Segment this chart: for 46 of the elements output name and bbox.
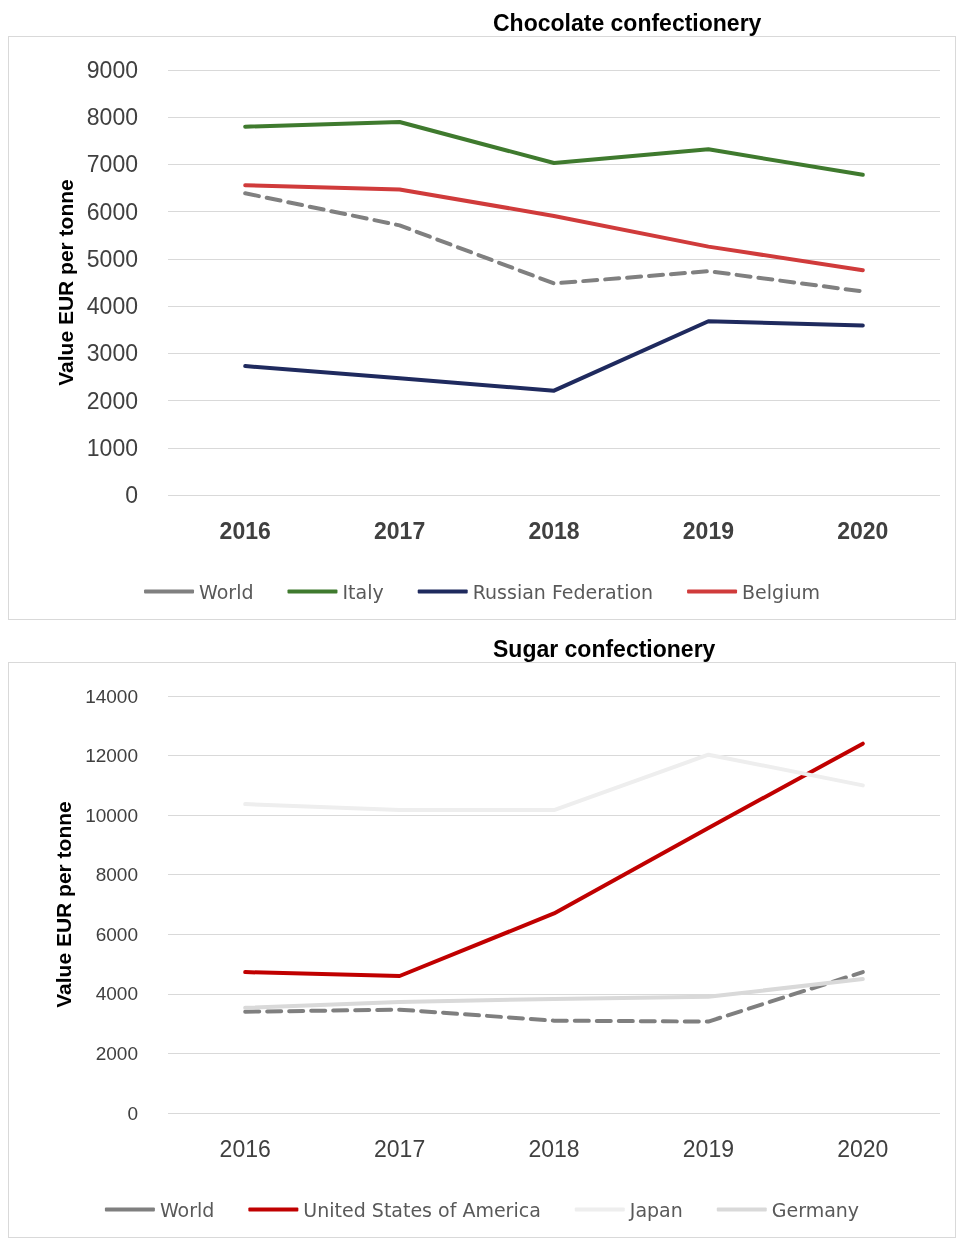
x-tick-label: 2017 xyxy=(374,1135,426,1162)
y-tick-label: 14000 xyxy=(85,685,138,707)
y-tick-label: 3000 xyxy=(86,340,138,367)
y-tick-label: 6000 xyxy=(86,198,138,225)
legend-label: World xyxy=(199,580,254,603)
legend-label: Russian Federation xyxy=(472,580,654,603)
y-tick-label: 8000 xyxy=(95,864,138,886)
y-tick-label: 6000 xyxy=(95,923,138,945)
x-tick-label: 2019 xyxy=(682,517,734,544)
y-tick-label: 9000 xyxy=(86,57,138,83)
x-tick-label: 2017 xyxy=(374,517,426,544)
line-series xyxy=(243,970,865,1024)
y-tick-label: 7000 xyxy=(86,151,138,178)
x-tick-label: 2020 xyxy=(837,517,889,544)
line-series xyxy=(243,752,865,813)
y-tick-label: 5000 xyxy=(86,245,138,272)
chart-title: Sugar confectionery xyxy=(493,635,716,662)
y-tick-label: 8000 xyxy=(86,104,138,131)
line-series xyxy=(243,183,865,273)
y-tick-label: 2000 xyxy=(86,387,138,414)
y-tick-label: 12000 xyxy=(85,745,138,767)
chart-title: Chocolate confectionery xyxy=(493,9,762,36)
line-series xyxy=(243,741,865,978)
y-tick-label: 1000 xyxy=(86,434,138,461)
legend-label: Japan xyxy=(628,1198,683,1221)
line-series xyxy=(243,119,865,177)
x-tick-label: 2018 xyxy=(528,517,580,544)
x-tick-label: 2018 xyxy=(528,1135,580,1162)
y-tick-label: 2000 xyxy=(95,1042,138,1064)
x-tick-label: 2016 xyxy=(219,517,271,544)
x-tick-label: 2019 xyxy=(682,1135,734,1162)
y-tick-label: 4000 xyxy=(86,293,138,320)
legend-label: Belgium xyxy=(742,580,820,603)
legend-label: Italy xyxy=(342,580,384,603)
y-tick-label: 0 xyxy=(125,482,138,508)
x-tick-label: 2016 xyxy=(219,1135,271,1162)
x-tick-label: 2020 xyxy=(837,1135,889,1162)
y-axis-title: Value EUR per tonne xyxy=(53,179,77,386)
legend-label: Germany xyxy=(771,1198,860,1221)
legend-label: United States of America xyxy=(303,1198,541,1221)
y-axis-title: Value EUR per tonne xyxy=(52,801,76,1008)
y-tick-label: 0 xyxy=(127,1102,138,1124)
y-tick-label: 4000 xyxy=(95,983,138,1005)
y-tick-label: 10000 xyxy=(85,804,138,826)
line-series xyxy=(243,319,865,393)
legend-label: World xyxy=(159,1198,215,1221)
